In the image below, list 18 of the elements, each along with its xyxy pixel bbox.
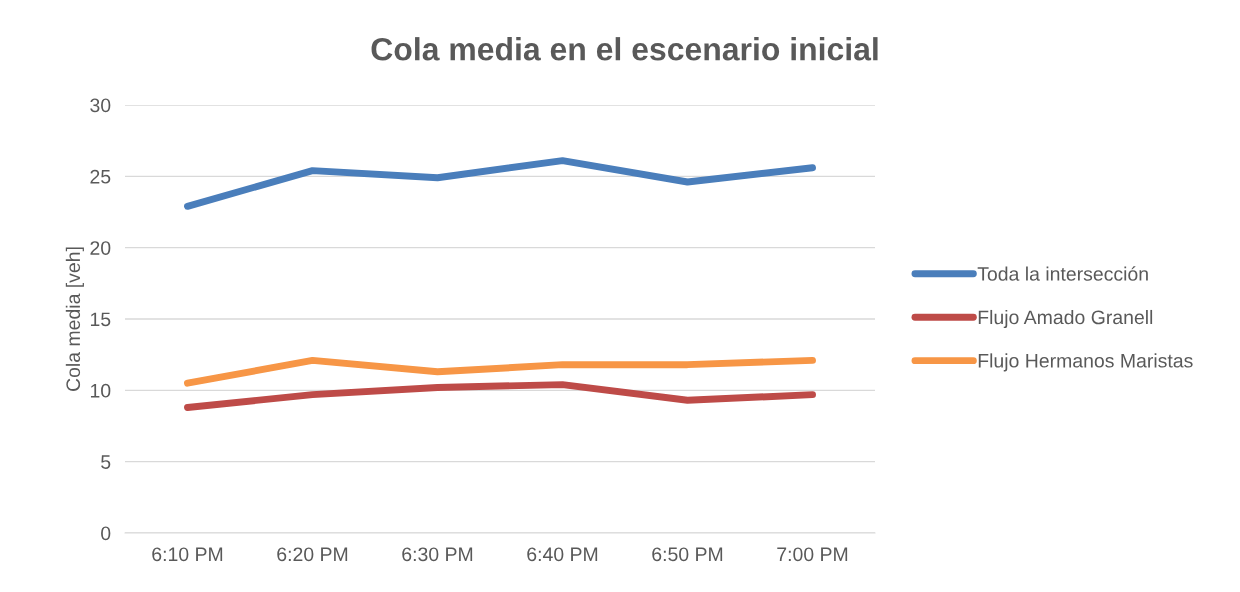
x-tick-label: 7:00 PM bbox=[777, 547, 848, 562]
legend-label: Flujo Hermanos Maristas bbox=[978, 353, 1193, 372]
legend-label: Flujo Amado Granell bbox=[978, 309, 1153, 329]
y-tick-label: 25 bbox=[90, 169, 111, 184]
x-tick-label: 6:40 PM bbox=[527, 547, 598, 562]
y-tick-label: 30 bbox=[90, 98, 111, 113]
x-tick-label: 6:50 PM bbox=[652, 547, 723, 562]
y-axis-title: Cola media [veh] bbox=[65, 247, 84, 391]
y-tick-label: 5 bbox=[101, 455, 111, 469]
y-tick-label: 0 bbox=[101, 526, 111, 541]
x-tick-label: 6:10 PM bbox=[152, 547, 223, 562]
y-tick-label: 20 bbox=[90, 241, 111, 255]
y-tick-label: 10 bbox=[90, 383, 111, 398]
x-tick-label: 6:30 PM bbox=[402, 547, 473, 562]
legend-label: Toda la intersección bbox=[977, 266, 1148, 281]
chart-title: Cola media en el escenario inicial bbox=[371, 37, 878, 61]
x-tick-label: 6:20 PM bbox=[277, 547, 348, 562]
y-tick-label: 15 bbox=[90, 312, 111, 327]
